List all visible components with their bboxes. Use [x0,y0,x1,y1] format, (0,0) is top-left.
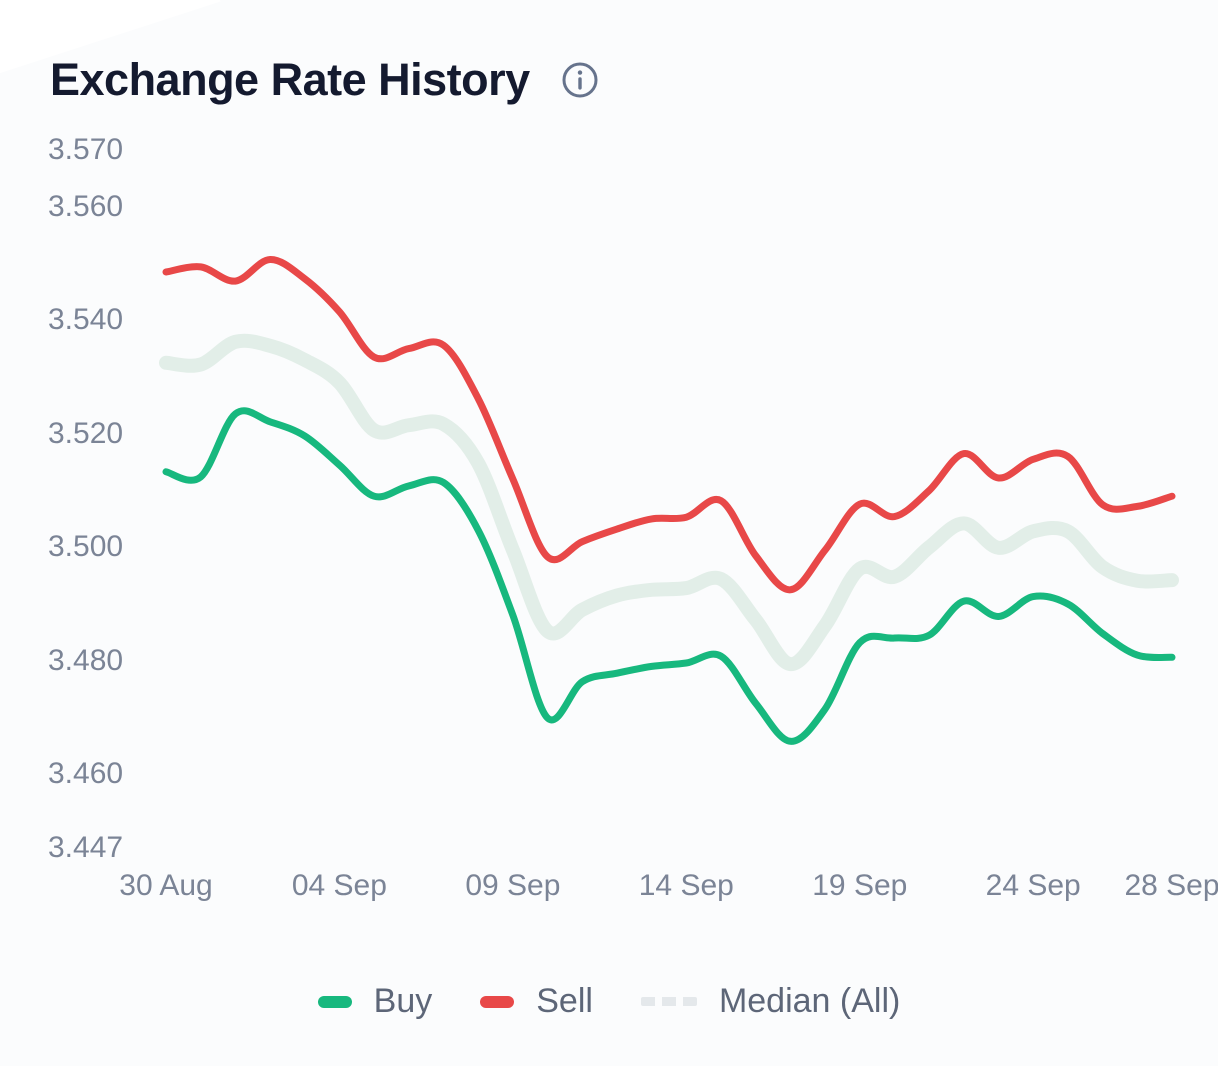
series-sell [162,256,1176,594]
x-axis-label: 24 Sep [985,869,1081,902]
y-axis-label: 3.570 [48,133,124,166]
x-axis-label: 09 Sep [465,869,561,902]
legend-swatch [480,995,515,1008]
legend-label: Median (All) [718,982,901,1020]
y-axis-label: 3.500 [48,530,124,564]
chart-legend: Buy Sell Median (All) [0,982,1218,1021]
legend-item-buy[interactable]: Buy [317,982,433,1021]
x-axis-label: 14 Sep [638,869,734,902]
y-axis-label: 3.480 [48,643,124,677]
series-median-all [159,333,1179,672]
page-title: Exchange Rate History [50,54,530,105]
legend-label: Sell [536,982,593,1020]
y-axis-label: 3.520 [48,416,124,450]
legend-swatch [317,995,352,1008]
legend-item-sell[interactable]: Sell [480,982,593,1021]
legend-item-median-all[interactable]: Median (All) [640,982,901,1021]
legend-label: Buy [373,982,433,1020]
series-buy [162,407,1176,745]
x-axis-label: 28 Sep [1124,869,1218,902]
x-axis-label: 19 Sep [812,869,908,902]
y-axis-label: 3.460 [48,757,124,791]
chart-header: Exchange Rate History [50,54,600,106]
y-axis-label: 3.540 [48,303,124,337]
info-icon[interactable] [560,60,600,100]
y-axis-label: 3.447 [48,831,124,864]
legend-swatch [640,997,697,1006]
x-axis-label: 04 Sep [291,869,387,902]
y-axis-label: 3.560 [48,189,124,223]
x-axis-label: 30 Aug [119,869,213,902]
